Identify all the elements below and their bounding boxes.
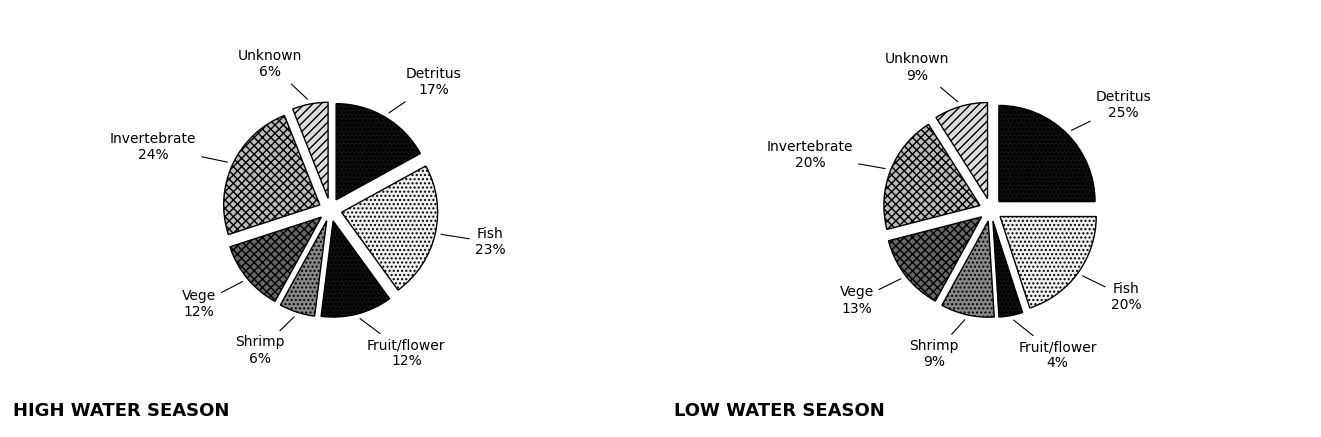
Text: Fruit/flower
12%: Fruit/flower 12% bbox=[359, 319, 445, 368]
Wedge shape bbox=[1000, 217, 1096, 308]
Wedge shape bbox=[293, 102, 328, 198]
Text: LOW WATER SEASON: LOW WATER SEASON bbox=[674, 402, 885, 420]
Text: Unknown
9%: Unknown 9% bbox=[885, 52, 958, 102]
Text: Unknown
6%: Unknown 6% bbox=[238, 49, 308, 99]
Text: Invertebrate
24%: Invertebrate 24% bbox=[110, 132, 227, 162]
Wedge shape bbox=[336, 104, 420, 200]
Text: Fish
23%: Fish 23% bbox=[441, 227, 506, 257]
Wedge shape bbox=[342, 166, 437, 290]
Wedge shape bbox=[942, 221, 995, 317]
Text: Vege
13%: Vege 13% bbox=[840, 279, 901, 316]
Wedge shape bbox=[223, 115, 320, 235]
Text: Vege
12%: Vege 12% bbox=[182, 281, 243, 319]
Text: Fish
20%: Fish 20% bbox=[1083, 276, 1141, 312]
Wedge shape bbox=[937, 103, 988, 199]
Wedge shape bbox=[999, 105, 1095, 201]
Text: Shrimp
9%: Shrimp 9% bbox=[909, 320, 964, 369]
Wedge shape bbox=[280, 221, 326, 316]
Text: HIGH WATER SEASON: HIGH WATER SEASON bbox=[13, 402, 230, 420]
Text: Detritus
25%: Detritus 25% bbox=[1071, 90, 1151, 130]
Text: Invertebrate
20%: Invertebrate 20% bbox=[766, 140, 885, 170]
Wedge shape bbox=[230, 217, 321, 302]
Wedge shape bbox=[884, 125, 980, 229]
Wedge shape bbox=[321, 221, 390, 317]
Text: Fruit/flower
4%: Fruit/flower 4% bbox=[1013, 320, 1096, 370]
Text: Shrimp
6%: Shrimp 6% bbox=[235, 317, 295, 366]
Text: Detritus
17%: Detritus 17% bbox=[388, 67, 461, 113]
Wedge shape bbox=[993, 221, 1022, 317]
Wedge shape bbox=[889, 217, 982, 301]
